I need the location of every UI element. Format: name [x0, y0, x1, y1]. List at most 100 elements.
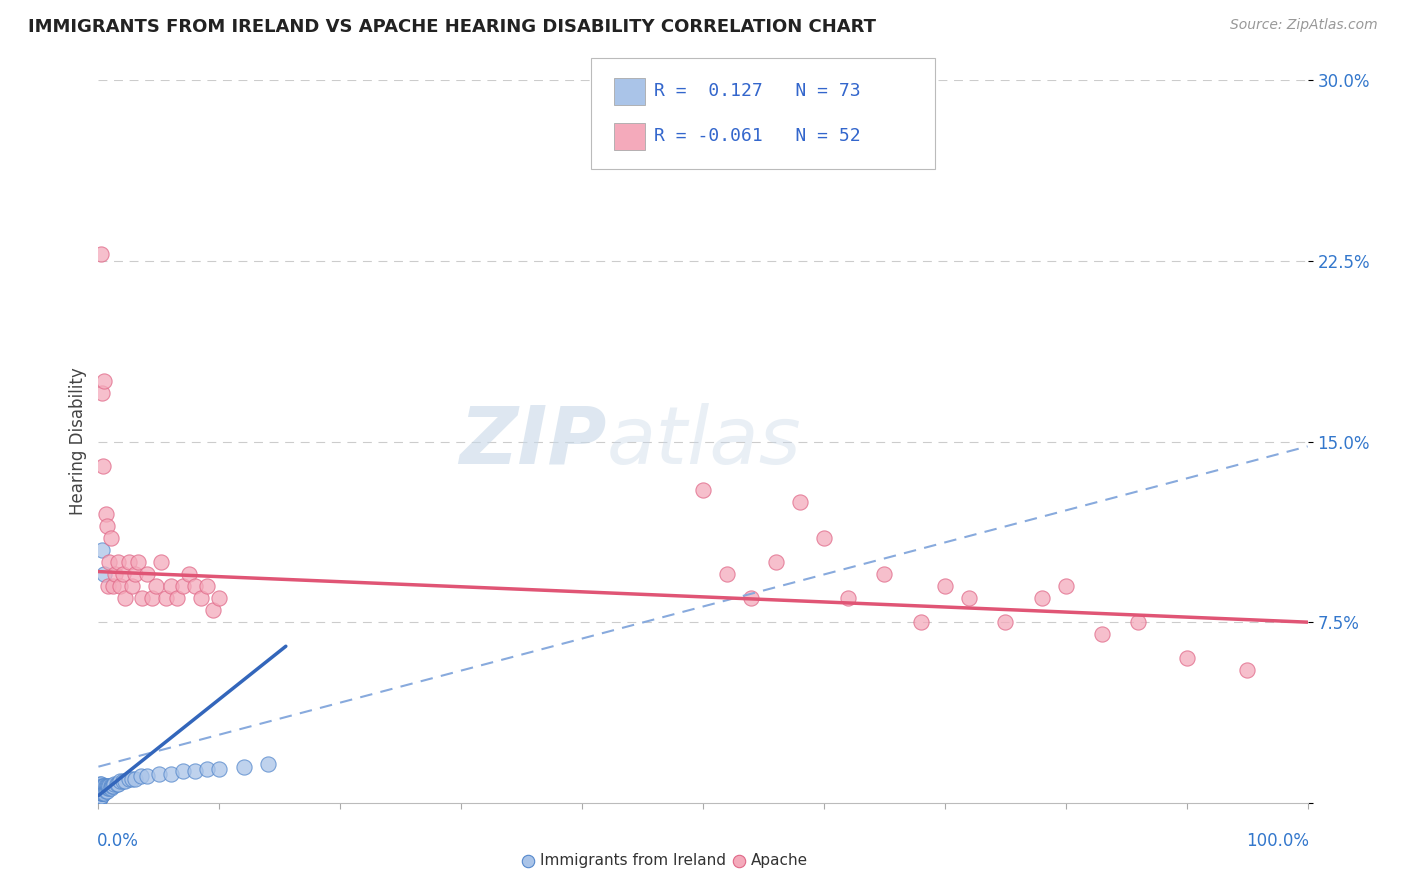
Point: [91, 781, 114, 796]
Point: [90, 789, 112, 803]
Point: [90, 789, 112, 803]
Point: [172, 579, 194, 593]
Point: [118, 772, 141, 786]
Point: [121, 579, 143, 593]
Point: [89, 791, 111, 805]
Point: [89, 784, 111, 798]
Point: [93, 374, 115, 388]
Point: [89, 784, 111, 798]
Point: [90, 786, 112, 800]
Text: R =  0.127   N = 73: R = 0.127 N = 73: [654, 82, 860, 100]
Y-axis label: Hearing Disability: Hearing Disability: [69, 368, 87, 516]
Point: [1054, 579, 1077, 593]
Point: [114, 774, 136, 789]
Point: [94, 507, 117, 521]
Point: [90, 786, 112, 800]
Point: [94, 781, 117, 796]
Point: [1236, 664, 1258, 678]
Point: [97, 779, 120, 793]
Point: [692, 483, 714, 497]
Point: [107, 776, 129, 790]
Point: [90, 781, 112, 796]
Point: [1031, 591, 1053, 605]
Point: [105, 776, 128, 790]
Point: [91, 784, 114, 798]
Point: [145, 579, 167, 593]
Point: [195, 762, 218, 776]
Point: [90, 779, 112, 793]
Point: [91, 784, 114, 798]
Point: [160, 579, 183, 593]
Point: [910, 615, 932, 630]
Point: [90, 784, 112, 798]
Point: [96, 781, 118, 796]
Text: 0.0%: 0.0%: [97, 831, 139, 850]
Point: [994, 615, 1017, 630]
Text: ZIP: ZIP: [458, 402, 606, 481]
Point: [91, 458, 114, 473]
Point: [91, 781, 114, 796]
Point: [124, 567, 146, 582]
Point: [91, 779, 114, 793]
Point: [98, 779, 121, 793]
Point: [91, 786, 114, 800]
Point: [89, 781, 111, 796]
Point: [166, 591, 188, 605]
Point: [89, 776, 111, 790]
Point: [232, 760, 254, 774]
Point: [127, 555, 149, 569]
Point: [91, 786, 114, 800]
Point: [90, 781, 112, 796]
Text: IMMIGRANTS FROM IRELAND VS APACHE HEARING DISABILITY CORRELATION CHART: IMMIGRANTS FROM IRELAND VS APACHE HEARIN…: [28, 18, 876, 36]
Point: [172, 764, 194, 779]
Point: [716, 567, 738, 582]
Point: [184, 764, 207, 779]
Point: [131, 591, 153, 605]
Point: [100, 779, 122, 793]
Point: [98, 781, 121, 796]
Point: [91, 784, 114, 798]
Point: [111, 567, 134, 582]
Point: [93, 786, 115, 800]
Point: [837, 591, 859, 605]
Point: [91, 786, 114, 800]
Point: [89, 779, 111, 793]
Point: [104, 567, 127, 582]
Point: [91, 781, 114, 796]
Point: [740, 591, 762, 605]
Point: [155, 591, 177, 605]
Point: [148, 767, 170, 781]
Point: [121, 772, 143, 786]
Point: [91, 386, 114, 401]
Point: [1175, 651, 1198, 665]
Point: [98, 555, 121, 569]
Point: [107, 555, 129, 569]
Point: [93, 784, 115, 798]
Point: [89, 791, 111, 805]
Point: [184, 579, 207, 593]
Point: [97, 579, 120, 593]
Point: [118, 555, 141, 569]
Point: [150, 555, 173, 569]
Point: [90, 246, 112, 260]
Point: [179, 567, 201, 582]
Point: [90, 784, 112, 798]
Text: atlas: atlas: [606, 402, 801, 481]
Point: [89, 781, 111, 796]
Point: [91, 779, 114, 793]
Point: [89, 786, 111, 800]
Point: [93, 781, 115, 796]
Point: [1091, 627, 1114, 641]
Point: [91, 784, 114, 798]
Point: [89, 789, 111, 803]
Point: [765, 555, 787, 569]
Point: [94, 779, 117, 793]
Point: [94, 784, 117, 798]
Point: [813, 531, 835, 545]
Point: [91, 542, 114, 557]
Point: [100, 531, 122, 545]
Point: [108, 774, 131, 789]
Point: [208, 591, 231, 605]
Point: [789, 494, 811, 508]
Text: R = -0.061   N = 52: R = -0.061 N = 52: [654, 127, 860, 145]
